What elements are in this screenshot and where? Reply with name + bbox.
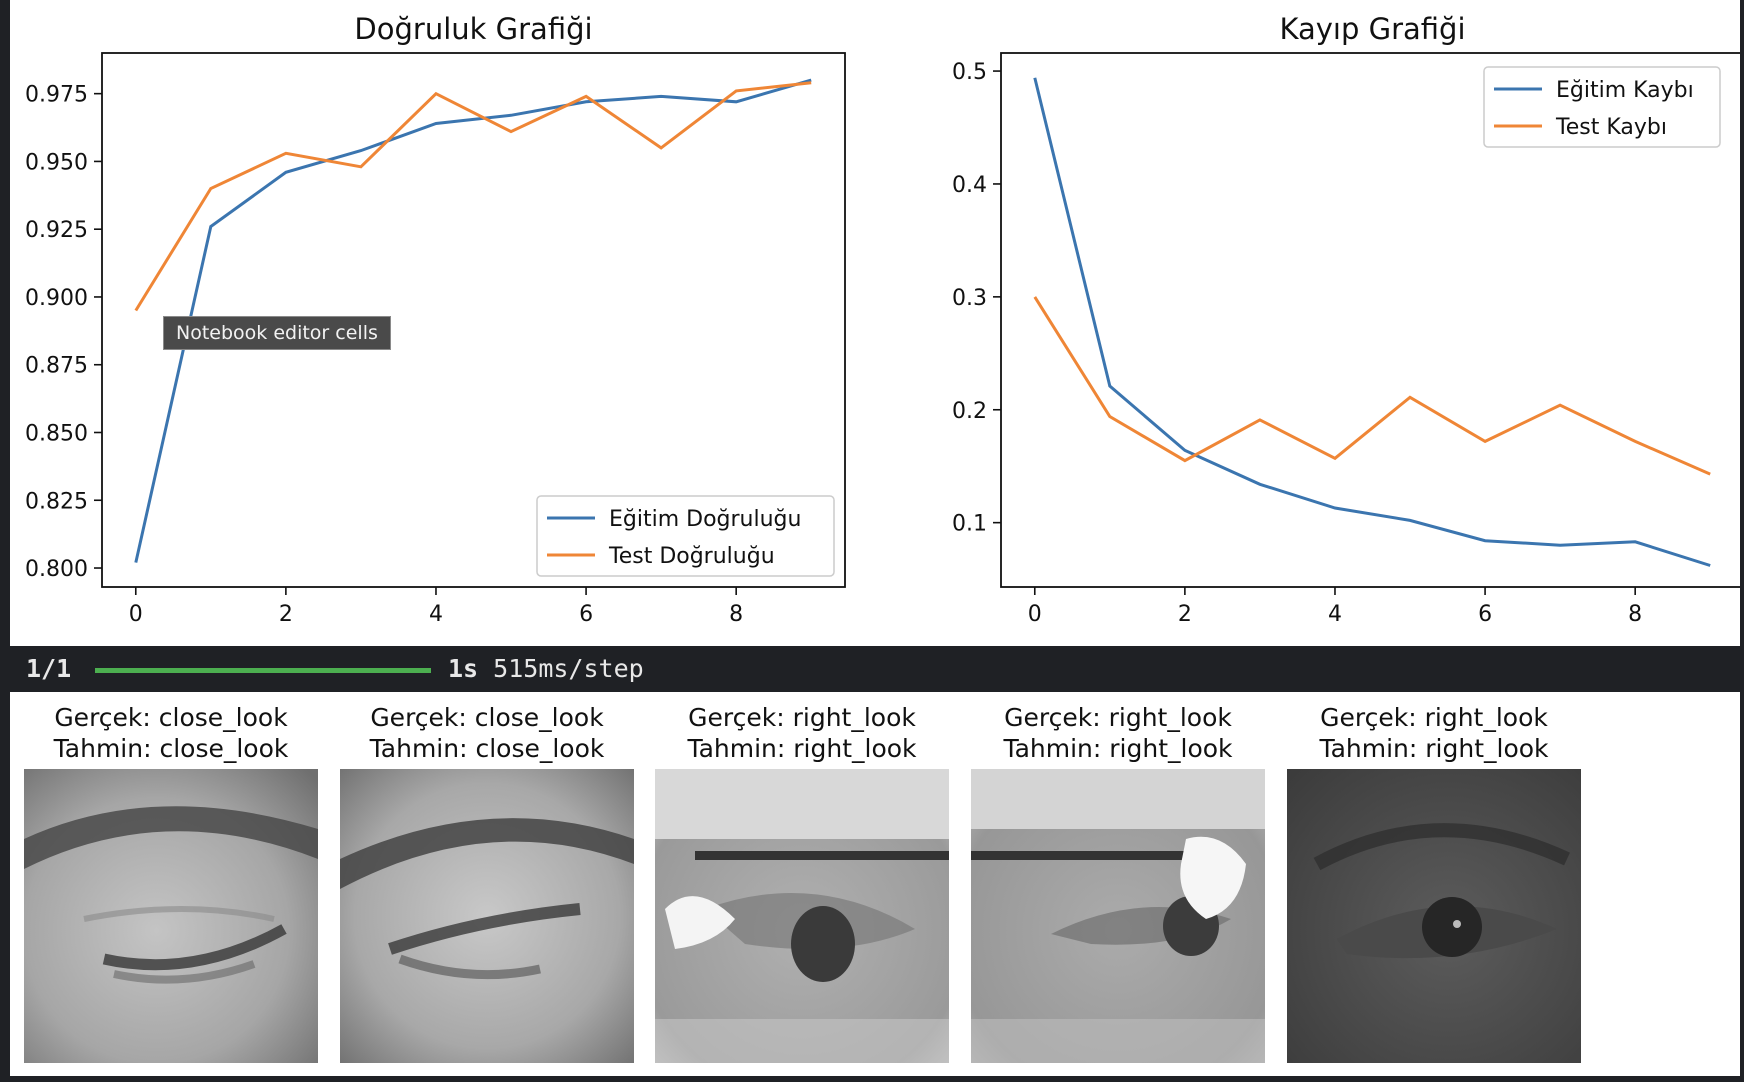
training-plots-figure: Doğruluk Grafiği 0 2 4 6 8 0.800 0.825 0.850 0.87… bbox=[10, 0, 1740, 646]
series-line bbox=[1033, 77, 1711, 567]
x-tick-label: 2 bbox=[279, 602, 293, 627]
y-tick-label: 0.825 bbox=[25, 489, 88, 514]
axes-frame bbox=[1000, 52, 1740, 588]
x-tick-label: 6 bbox=[579, 602, 593, 627]
series-line bbox=[134, 81, 812, 312]
y-tick-label: 0.875 bbox=[25, 354, 88, 379]
legend-label: Eğitim Kaybı bbox=[1556, 78, 1694, 103]
x-tick-label: 6 bbox=[1478, 602, 1492, 627]
sample-true-label: Gerçek: close_look bbox=[54, 703, 288, 732]
x-tick-label: 8 bbox=[729, 602, 743, 627]
y-tick-label: 0.975 bbox=[25, 83, 88, 108]
sample-pred-label: Tahmin: close_look bbox=[369, 734, 605, 763]
y-tick-label: 0.1 bbox=[952, 512, 987, 537]
x-tick-label: 0 bbox=[129, 602, 143, 627]
legend-label: Eğitim Doğruluğu bbox=[609, 507, 801, 532]
y-tick-label: 0.3 bbox=[952, 286, 987, 311]
y-tick-label: 0.900 bbox=[25, 286, 88, 311]
y-tick-label: 0.2 bbox=[952, 399, 987, 424]
sample-prediction: Gerçek: right_look Tahmin: right_look bbox=[971, 692, 1265, 1076]
prediction-samples-figure: Gerçek: close_look Tahmin: close_look Ge… bbox=[10, 692, 1740, 1076]
eye-image-open bbox=[1287, 769, 1581, 1063]
x-tick-label: 4 bbox=[429, 602, 443, 627]
loss-chart: Kayıp Grafiği 0 2 4 6 8 0.1 0.2 0.3 0.4 0.5 Eğitim … bbox=[952, 12, 1740, 627]
chart-title: Kayıp Grafiği bbox=[1279, 12, 1465, 46]
y-tick-label: 0.925 bbox=[25, 218, 88, 243]
y-tick-label: 0.4 bbox=[952, 173, 987, 198]
series-line bbox=[134, 78, 812, 563]
sample-true-label: Gerçek: right_look bbox=[1320, 703, 1548, 732]
sample-prediction: Gerçek: right_look Tahmin: right_look bbox=[655, 692, 949, 1076]
y-tick-label: 0.950 bbox=[25, 150, 88, 175]
sample-caption: Gerçek: right_look Tahmin: right_look bbox=[931, 702, 1305, 764]
sample-caption: Gerçek: right_look Tahmin: right_look bbox=[615, 702, 989, 764]
sample-true-label: Gerçek: close_look bbox=[370, 703, 604, 732]
legend-label: Test Doğruluğu bbox=[608, 544, 775, 569]
eye-image-closed bbox=[24, 769, 318, 1063]
chart-title: Doğruluk Grafiği bbox=[354, 12, 592, 46]
eye-image-open bbox=[971, 769, 1265, 1063]
eye-image-closed bbox=[340, 769, 634, 1063]
progress-bar bbox=[95, 668, 431, 673]
progress-bar-fill bbox=[95, 668, 431, 673]
sample-prediction: Gerçek: right_look Tahmin: right_look bbox=[1287, 692, 1581, 1076]
y-tick-label: 0.800 bbox=[25, 557, 88, 582]
x-tick-label: 0 bbox=[1028, 602, 1042, 627]
x-tick-label: 8 bbox=[1628, 602, 1642, 627]
x-tick-label: 4 bbox=[1328, 602, 1342, 627]
sample-pred-label: Tahmin: right_look bbox=[1319, 734, 1549, 763]
series-line bbox=[1033, 296, 1711, 476]
sample-caption: Gerçek: close_look Tahmin: close_look bbox=[0, 702, 358, 764]
sample-true-label: Gerçek: right_look bbox=[688, 703, 916, 732]
sample-caption: Gerçek: right_look Tahmin: right_look bbox=[1247, 702, 1621, 764]
eye-image-open bbox=[655, 769, 949, 1063]
y-tick-label: 0.850 bbox=[25, 421, 88, 446]
progress-time-total: 1s bbox=[448, 654, 479, 683]
prediction-progress-output: 1/1 1s 515ms/step bbox=[0, 646, 1744, 692]
x-tick-label: 2 bbox=[1178, 602, 1192, 627]
progress-step-count: 1/1 bbox=[26, 654, 72, 683]
sample-caption: Gerçek: close_look Tahmin: close_look bbox=[300, 702, 674, 764]
progress-timing: 1s 515ms/step bbox=[448, 654, 644, 683]
sample-prediction: Gerçek: close_look Tahmin: close_look bbox=[24, 692, 318, 1076]
notebook-editor-tooltip: Notebook editor cells bbox=[163, 316, 391, 350]
sample-prediction: Gerçek: close_look Tahmin: close_look bbox=[340, 692, 634, 1076]
sample-true-label: Gerçek: right_look bbox=[1004, 703, 1232, 732]
progress-time-per-step: 515ms/step bbox=[478, 654, 644, 683]
legend-box bbox=[536, 495, 835, 577]
sample-pred-label: Tahmin: close_look bbox=[53, 734, 289, 763]
accuracy-chart: Doğruluk Grafiği 0 2 4 6 8 0.800 0.825 0.850 0.87… bbox=[25, 12, 846, 627]
y-tick-label: 0.5 bbox=[952, 60, 987, 85]
legend-box bbox=[1483, 66, 1721, 148]
legend-label: Test Kaybı bbox=[1555, 115, 1667, 140]
sample-pred-label: Tahmin: right_look bbox=[1003, 734, 1233, 763]
sample-pred-label: Tahmin: right_look bbox=[687, 734, 917, 763]
axes-frame bbox=[101, 52, 846, 588]
